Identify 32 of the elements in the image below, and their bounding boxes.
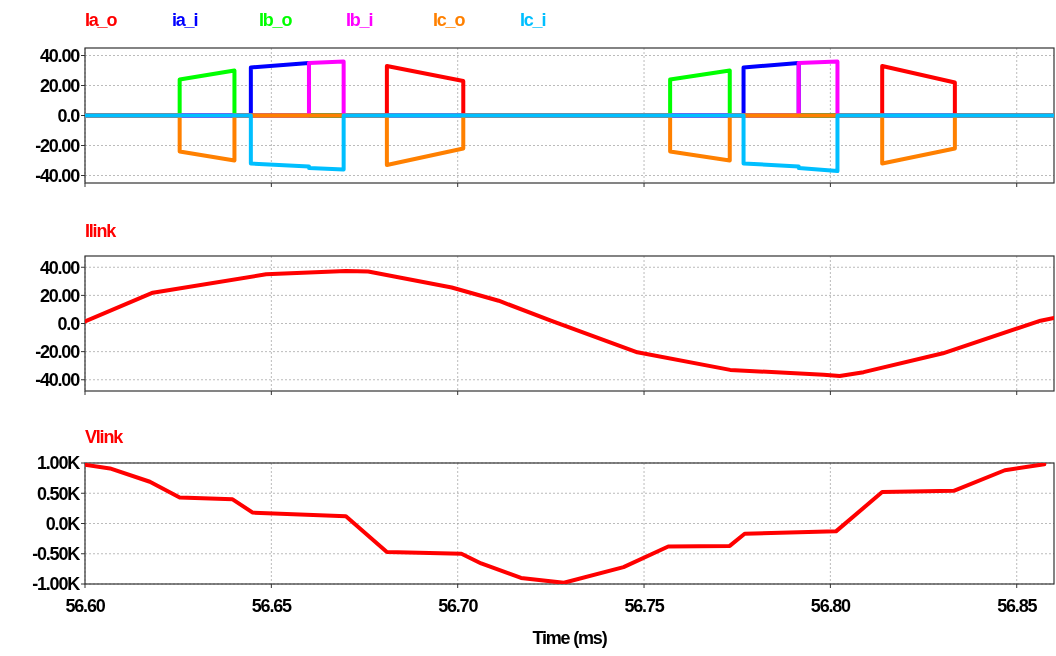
y-tick-label: -20.00 xyxy=(35,341,81,362)
text: Ia_o xyxy=(85,10,118,30)
y-tick-label: -40.00 xyxy=(35,165,81,186)
y-tick-label: -20.00 xyxy=(35,135,81,156)
text: Ilink xyxy=(85,221,118,241)
series-label: Ib_i xyxy=(346,10,373,30)
y-tick-label: 0.0 xyxy=(57,313,81,334)
y-tick-label: 0.0 xyxy=(57,105,81,126)
y-tick-label: 40.00 xyxy=(39,257,81,278)
y-tick-label: -40.00 xyxy=(35,370,81,391)
y-tick-label: 0.50K xyxy=(36,483,81,504)
x-axis-title: Time (ms) xyxy=(532,628,608,648)
y-tick-label: -1.00K xyxy=(32,574,81,595)
text: Ic_o xyxy=(433,10,466,30)
y-tick-label: 20.00 xyxy=(39,285,81,306)
x-tick-label: 56.70 xyxy=(438,596,479,616)
y-tick-label: -0.50K xyxy=(32,544,81,565)
x-tick-label: 56.60 xyxy=(65,596,106,616)
x-tick-label: 56.65 xyxy=(251,596,293,616)
y-tick-label: 40.00 xyxy=(39,45,81,66)
line-series xyxy=(85,268,1054,379)
x-tick-label: 56.85 xyxy=(997,596,1038,616)
x-tick-label: 56.80 xyxy=(810,596,852,616)
y-tick-label: 1.00K xyxy=(36,453,81,474)
text: Ic_i xyxy=(520,10,546,30)
line-series xyxy=(85,463,1047,584)
text: ia_i xyxy=(172,10,198,30)
y-tick-label: 20.00 xyxy=(39,75,81,96)
y-tick-label: 0.0K xyxy=(45,513,81,534)
x-tick-label: 56.75 xyxy=(624,596,665,616)
series-label: Vlink xyxy=(85,427,125,447)
text: Ib_o xyxy=(259,10,293,30)
